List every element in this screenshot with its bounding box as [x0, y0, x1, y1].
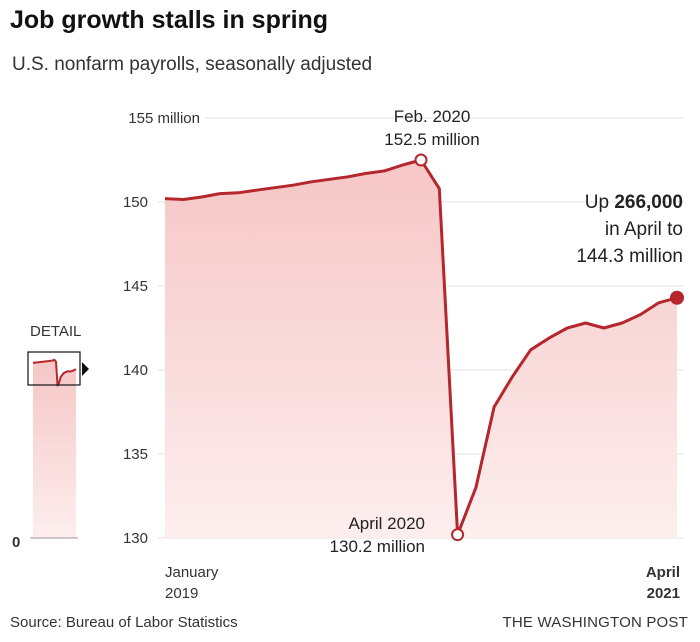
y-tick-label: 145: [123, 278, 148, 295]
source-note: Source: Bureau of Labor Statistics: [10, 614, 238, 631]
y-tick-label: 150: [123, 194, 148, 211]
y-tick-label: 140: [123, 362, 148, 379]
peak-annotation-date: Feb. 2020: [394, 107, 471, 126]
latest-annotation-change: Up 266,000: [585, 192, 683, 213]
trough-annotation-date: April 2020: [348, 514, 425, 533]
inset-detail-arrow: [82, 362, 89, 376]
chart-title: Job growth stalls in spring: [10, 6, 329, 34]
inset-area: [33, 359, 76, 538]
peak-marker: [414, 153, 428, 167]
latest-annotation-line2: in April to: [605, 219, 683, 240]
chart-subtitle: U.S. nonfarm payrolls, seasonally adjust…: [12, 54, 373, 75]
y-tick-label: 135: [123, 446, 148, 463]
latest-annotation-prefix: Up: [585, 192, 615, 213]
inset-detail-box: [27, 351, 81, 386]
trough-marker: [451, 528, 465, 542]
inset-line: [32, 358, 77, 387]
peak-annotation-value: 152.5 million: [384, 130, 479, 149]
inset-label: DETAIL: [30, 323, 81, 340]
inset-zero-label: 0: [12, 534, 20, 551]
x-end-year: 2021: [647, 585, 680, 602]
latest-annotation-bold: 266,000: [614, 192, 683, 213]
trough-annotation-value: 130.2 million: [330, 537, 425, 556]
latest-marker: [670, 290, 684, 305]
y-tick-label: 130: [123, 530, 148, 547]
y-tick-label: 155 million: [128, 110, 200, 127]
x-end-month: April: [646, 564, 680, 581]
payrolls-area: [165, 160, 677, 538]
latest-annotation-line3: 144.3 million: [576, 246, 683, 267]
x-start-year: 2019: [165, 585, 198, 602]
x-start-month: January: [165, 564, 219, 581]
publisher-credit: THE WASHINGTON POST: [502, 614, 688, 631]
